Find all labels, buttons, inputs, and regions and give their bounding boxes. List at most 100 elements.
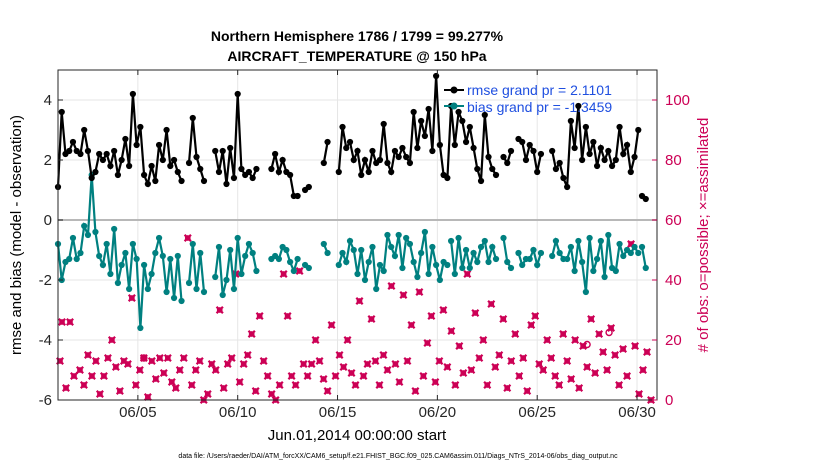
obs-assimilated-point	[323, 387, 332, 395]
bias-point	[339, 249, 346, 257]
bias-point	[436, 276, 443, 284]
y-right-tick-label: 100	[665, 92, 690, 109]
obs-assimilated-point	[387, 282, 396, 290]
obs-assimilated-point	[455, 342, 464, 350]
bias-point	[582, 288, 589, 296]
y-left-tick-label: 4	[44, 92, 52, 109]
bias-point	[403, 234, 410, 242]
rmse-point	[152, 177, 159, 185]
bias-point	[167, 255, 174, 263]
rmse-point	[590, 138, 597, 146]
y-right-axis-label: # of obs: o=possible; ×=assimilated	[695, 118, 712, 353]
x-tick-label: 06/20	[419, 404, 457, 421]
rmse-point	[597, 144, 604, 152]
rmse-point	[238, 165, 245, 173]
rmse-point	[380, 120, 387, 128]
rmse-point	[275, 168, 282, 176]
obs-assimilated-point	[195, 357, 204, 365]
rmse-point	[178, 177, 185, 185]
y-right-tick-label: 0	[665, 392, 673, 409]
obs-assimilated-point	[179, 354, 188, 362]
rmse-point	[227, 144, 234, 152]
rmse-point	[58, 108, 65, 116]
bias-point	[642, 264, 649, 272]
bias-point	[144, 285, 151, 293]
bias-point	[324, 249, 331, 257]
obs-assimilated-point	[403, 357, 412, 365]
bias-point	[519, 261, 526, 269]
bias-point	[343, 258, 350, 266]
obs-assimilated-point	[207, 360, 216, 368]
obs-assimilated-point	[427, 312, 436, 320]
obs-assimilated-point	[579, 342, 588, 350]
bias-point	[155, 234, 163, 242]
bias-point	[174, 252, 181, 260]
obs-assimilated-point	[359, 372, 368, 380]
rmse-point	[189, 114, 196, 122]
obs-assimilated-point	[623, 372, 632, 380]
obs-assimilated-point	[123, 360, 132, 368]
obs-assimilated-point	[423, 339, 432, 347]
bias-point	[159, 252, 166, 260]
rmse-point	[358, 171, 365, 179]
rmse-point	[616, 123, 623, 131]
bias-point	[507, 264, 515, 272]
obs-assimilated-point	[167, 378, 176, 386]
rmse-point	[594, 162, 601, 170]
rmse-point	[118, 156, 125, 164]
legend: rmse grand pr = 2.1101 bias grand pr = -…	[444, 82, 612, 115]
bias-point	[290, 267, 297, 275]
plot-area	[58, 70, 657, 400]
bias-point	[586, 234, 593, 242]
obs-assimilated-point	[495, 351, 504, 359]
obs-assimilated-point	[131, 381, 140, 389]
y-left-axis-label: rmse and bias (model - observation)	[8, 115, 25, 355]
bias-point	[616, 240, 623, 248]
bias-point	[141, 261, 148, 269]
rmse-point	[272, 150, 279, 158]
bias-point	[414, 273, 421, 281]
obs-assimilated-point	[135, 366, 144, 374]
rmse-point	[391, 147, 399, 155]
bias-point	[477, 243, 485, 251]
obs-assimilated-point	[291, 381, 300, 389]
rmse-line-segment	[322, 141, 329, 164]
obs-assimilated-point	[99, 372, 108, 380]
obs-assimilated-point	[523, 387, 532, 395]
rmse-point	[343, 144, 350, 152]
bias-point	[346, 237, 354, 245]
bias-point	[447, 237, 455, 245]
obs-assimilated-point	[487, 300, 496, 308]
obs-assimilated-point	[143, 393, 152, 401]
rmse-point	[350, 156, 357, 164]
y-left-tick-label: -2	[39, 272, 52, 289]
rmse-point	[103, 150, 110, 158]
obs-assimilated-point	[215, 306, 224, 314]
rmse-point	[560, 174, 567, 182]
rmse-point	[107, 162, 114, 170]
rmse-point	[215, 168, 223, 176]
bias-point	[601, 273, 608, 281]
rmse-point	[623, 141, 631, 149]
bias-point	[283, 246, 290, 254]
bias-point	[223, 276, 230, 284]
bias-point	[178, 297, 185, 305]
rmse-point	[627, 168, 634, 176]
rmse-point	[489, 165, 496, 173]
rmse-point	[137, 123, 144, 131]
obs-assimilated-point	[447, 327, 456, 335]
legend-rmse-marker	[450, 86, 458, 94]
rmse-point	[197, 165, 204, 173]
obs-assimilated-point	[475, 354, 484, 362]
obs-assimilated-point	[251, 387, 260, 395]
bias-point	[193, 285, 200, 293]
bias-point	[81, 222, 88, 230]
y-left-axis-ticks: -6 -4 -2 0 2 4	[39, 92, 63, 409]
obs-assimilated-point	[151, 375, 160, 383]
bias-point	[200, 288, 208, 296]
obs-assimilated-point	[511, 330, 520, 338]
bias-point	[126, 285, 133, 293]
obs-assimilated-point	[467, 366, 476, 374]
obs-assimilated-point	[115, 387, 124, 395]
obs-assimilated-point	[603, 366, 612, 374]
